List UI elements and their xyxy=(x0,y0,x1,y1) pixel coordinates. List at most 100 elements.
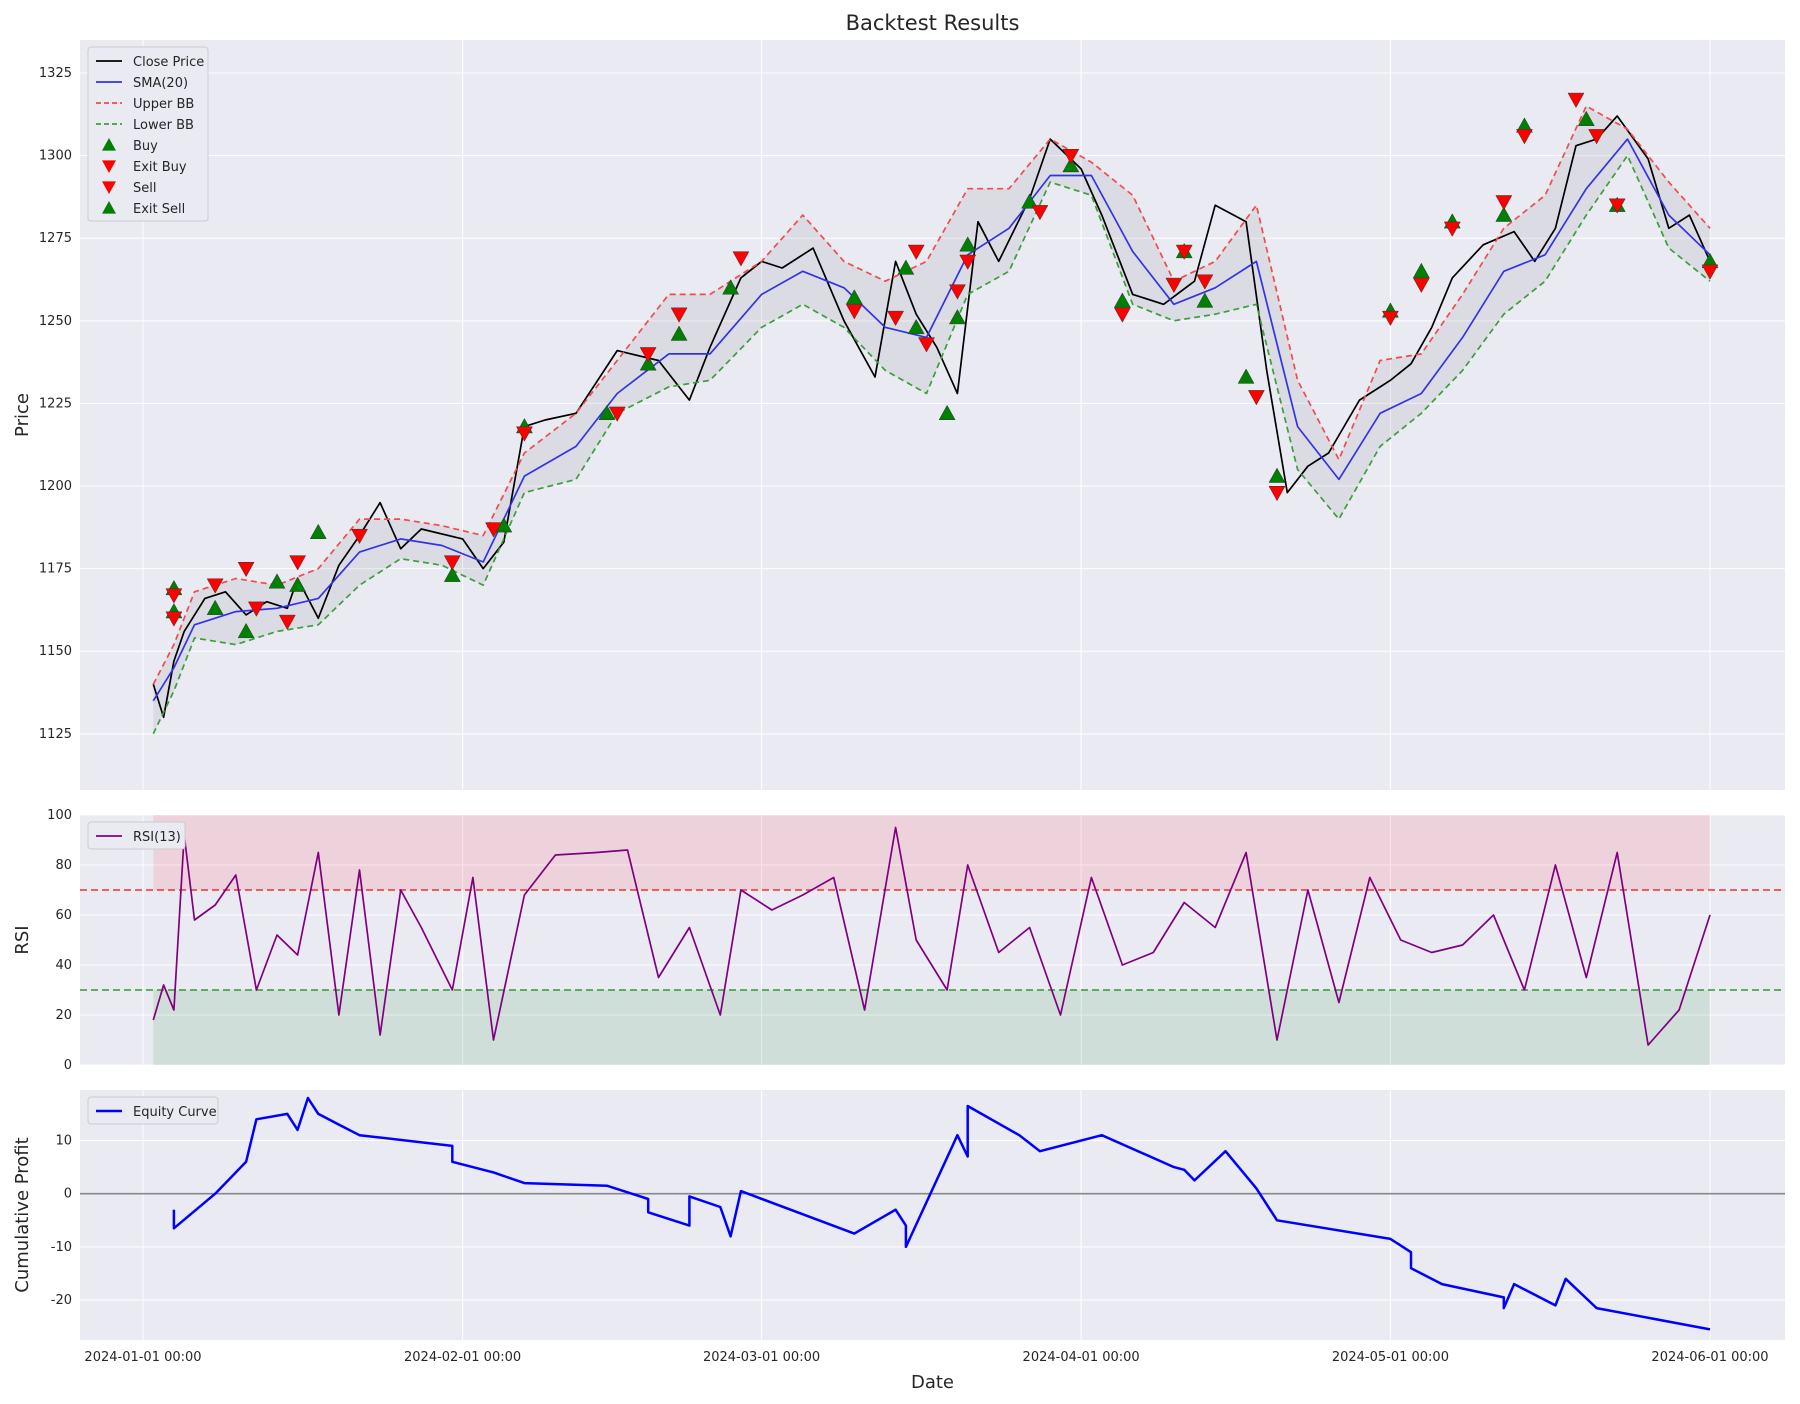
series-line-lower-bb xyxy=(152,154,1711,735)
y-tick-label: 100 xyxy=(47,808,72,823)
marker-exit-buy xyxy=(1031,205,1049,221)
marker-exit-buy xyxy=(206,578,224,594)
x-tick-label: 2024-02-01 00:00 xyxy=(404,1350,521,1365)
y-tick-label: 1275 xyxy=(39,231,72,246)
marker-buy xyxy=(949,309,966,325)
marker-buy xyxy=(237,622,255,639)
marker-buy xyxy=(309,523,327,539)
marker-buy xyxy=(897,259,915,275)
legend-label: SMA(20) xyxy=(133,76,188,91)
y-axis-label: Cumulative Profit xyxy=(12,1137,33,1292)
marker-buy xyxy=(722,279,740,295)
y-tick-label: 40 xyxy=(55,958,72,973)
marker-exit-buy xyxy=(1701,264,1719,280)
marker-buy xyxy=(670,325,688,341)
plot-area xyxy=(80,40,1785,790)
marker-exit-buy xyxy=(887,310,904,327)
marker-exit-buy xyxy=(845,304,863,320)
marker-buy xyxy=(443,566,461,582)
series-line-rsi-13- xyxy=(152,826,1711,1046)
marker-exit-buy xyxy=(949,284,966,300)
y-tick-label: 0 xyxy=(64,1058,72,1073)
marker-exit-buy xyxy=(289,555,307,571)
y-tick-label: 80 xyxy=(55,858,72,873)
marker-exit-buy xyxy=(1608,198,1626,214)
overbought-zone xyxy=(153,815,1710,890)
legend-label: Exit Sell xyxy=(133,202,185,217)
legend-label: Close Price xyxy=(133,55,204,70)
plot-area xyxy=(80,1090,1785,1340)
marker-buy xyxy=(938,404,956,420)
marker-exit-buy xyxy=(165,588,183,604)
y-tick-label: 60 xyxy=(55,908,72,923)
panel-1: 1125 1150 1175 1200 1225 1250 1275 1300 1325 Pric… xyxy=(12,40,1785,790)
marker-exit-buy xyxy=(1381,310,1399,327)
legend-label: Upper BB xyxy=(133,97,194,112)
oversold-zone xyxy=(153,990,1710,1065)
marker-exit-buy xyxy=(1443,221,1461,237)
marker-exit-buy xyxy=(1113,307,1131,323)
marker-exit-buy xyxy=(516,426,533,442)
y-tick-label: -10 xyxy=(51,1240,72,1255)
marker-exit-buy xyxy=(1062,148,1080,165)
marker-exit-buy xyxy=(237,561,255,578)
y-tick-label: 0 xyxy=(64,1187,72,1202)
marker-buy xyxy=(845,289,863,305)
marker-exit-buy xyxy=(1196,274,1214,290)
legend-swatch xyxy=(102,160,116,173)
x-axis-label: Date xyxy=(911,1372,954,1393)
marker-buy xyxy=(1062,157,1080,173)
y-axis-label: Price xyxy=(12,393,33,437)
marker-exit-buy xyxy=(165,611,183,627)
y-tick-label: 1225 xyxy=(39,396,72,411)
legend: RSI(13) xyxy=(87,821,186,850)
x-tick-label: 2024-05-01 00:00 xyxy=(1332,1350,1449,1365)
marker-exit-buy xyxy=(1175,244,1193,260)
series-line-upper-bb xyxy=(152,105,1711,685)
x-tick-label: 2024-01-01 00:00 xyxy=(84,1350,201,1365)
marker-buy xyxy=(639,355,657,371)
legend-label: RSI(13) xyxy=(133,830,181,845)
marker-exit-buy xyxy=(907,244,925,260)
marker-exit-buy xyxy=(443,555,461,571)
marker-buy xyxy=(268,573,286,589)
marker-exit-buy xyxy=(639,347,657,363)
marker-exit-buy xyxy=(1268,485,1286,502)
marker-buy xyxy=(1412,262,1430,278)
marker-exit-buy xyxy=(1588,129,1606,145)
marker-buy xyxy=(959,236,977,252)
legend-label: Sell xyxy=(133,181,156,196)
x-tick-label: 2024-04-01 00:00 xyxy=(1023,1350,1140,1365)
bollinger-band-fill xyxy=(153,106,1710,734)
x-tick-label: 2024-06-01 00:00 xyxy=(1651,1350,1768,1365)
y-tick-label: 1125 xyxy=(39,727,72,742)
legend-box xyxy=(87,1096,219,1125)
y-tick-label: 1250 xyxy=(39,314,72,329)
marker-exit-buy xyxy=(670,307,688,323)
marker-exit-buy xyxy=(732,251,750,267)
y-tick-label: 20 xyxy=(55,1008,72,1023)
legend-label: Exit Buy xyxy=(133,160,187,175)
legend-swatch xyxy=(102,181,116,194)
panel-3: -20 -10 0 10 Cumulative Profit Equity Curve xyxy=(12,1090,1785,1340)
marker-buy xyxy=(289,576,307,592)
marker-buy xyxy=(1495,206,1513,222)
series-line-close-price xyxy=(152,115,1711,719)
legend-swatch xyxy=(102,138,116,151)
y-tick-label: -20 xyxy=(51,1293,72,1308)
marker-buy xyxy=(1021,193,1039,209)
y-tick-label: 1175 xyxy=(39,562,72,577)
marker-exit-buy xyxy=(918,337,935,353)
marker-exit-buy xyxy=(485,522,502,538)
legend-label: Buy xyxy=(133,139,158,154)
y-tick-label: 1150 xyxy=(39,644,72,659)
legend: Close Price SMA(20) Upper BB Lower BB Buy Exi… xyxy=(87,46,209,222)
legend-label: Lower BB xyxy=(133,118,194,133)
chart-title: Backtest Results xyxy=(846,11,1020,35)
marker-buy xyxy=(598,404,616,420)
marker-exit-buy xyxy=(1567,92,1585,108)
marker-buy xyxy=(1113,292,1131,308)
marker-exit-buy xyxy=(1247,390,1265,406)
